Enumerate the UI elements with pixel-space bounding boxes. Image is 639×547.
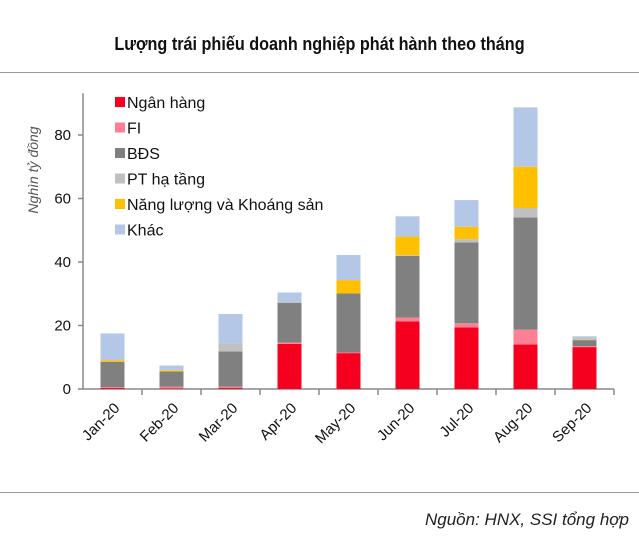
x-tick-label: Jul-20 [436,400,477,441]
x-tick-label: Mar-20 [196,400,242,446]
bar-segment [572,339,597,341]
bar-segment [336,293,361,353]
legend-label: PT hạ tầng [127,172,205,189]
chart-title: Lượng trái phiếu doanh nghiệp phát hành … [114,34,525,54]
bar-segment [513,208,538,218]
legend-swatch [115,97,125,107]
bar-segment [336,280,361,294]
bar-segment [572,340,597,347]
bar-segment [395,216,420,237]
bar-segment [395,321,420,389]
x-tick-label: May-20 [312,400,359,447]
y-tick-label: 20 [54,318,71,335]
bar-segment [454,323,479,328]
x-tick-label: Jan-20 [79,400,123,444]
top-divider [0,72,639,73]
legend-label: Ngân hàng [127,95,205,112]
source-note: Nguồn: HNX, SSI tổng hợp [425,510,629,529]
bar-segment [159,365,184,371]
bar-segment [454,200,479,227]
bar-segment [395,255,420,256]
bar-segment [100,333,125,361]
bar-segment [454,242,479,324]
bar-segment [100,388,125,389]
legend-label: Khác [127,223,163,240]
bar-segment [100,387,125,389]
legend-swatch [115,122,125,133]
bar-segment [218,314,243,344]
legend-label: BĐS [127,146,160,163]
y-tick-label: 0 [63,381,71,398]
bar-segment [513,107,538,167]
x-tick-label: Jun-20 [374,400,418,444]
bar-segment [336,353,361,389]
bar-segment [572,347,597,389]
bar-segment [277,292,302,303]
bar-segment [513,217,538,330]
bar-segment [454,226,479,240]
y-tick-label: 80 [54,127,71,144]
x-tick-label: Sep-20 [549,400,595,446]
bar-segment [336,352,361,354]
x-tick-label: Apr-20 [256,400,300,444]
x-tick-label: Aug-20 [490,400,536,446]
bar-segment [395,236,420,256]
legend-label: Năng lượng và Khoáng sản [127,197,323,214]
bar-segment [336,255,361,281]
bar-segment [395,255,420,318]
bar-segment [218,343,243,352]
bar-segment [572,346,597,348]
bottom-divider [0,492,639,493]
bar-segment [218,388,243,389]
y-tick-label: 40 [54,254,71,271]
bar-segment [218,351,243,387]
legend-swatch [115,224,125,235]
bar-segment [277,343,302,389]
bar-segment [159,370,184,372]
legend-swatch [115,199,125,209]
bar-segment [100,362,125,388]
y-axis-label: Nghìn tỷ đồng [25,126,41,213]
bar-segment [159,386,184,389]
bar-segment [454,327,479,389]
legend-swatch [115,148,125,158]
bar-segment [218,386,243,389]
legend-label: FI [127,121,141,138]
bar-segment [454,239,479,243]
bar-segment [395,317,420,322]
bar-segment [572,336,597,340]
bar-segment [513,166,538,209]
bar-segment [277,302,302,343]
y-tick-label: 60 [54,191,71,208]
bar-segment [513,329,538,345]
bar-segment [159,371,184,387]
x-tick-label: Feb-20 [137,400,183,446]
bar-segment [513,344,538,389]
legend-swatch [115,173,125,184]
bar-segment [159,388,184,389]
bar-segment [277,342,302,344]
bar-segment [277,302,302,303]
bar-segment [100,360,125,363]
